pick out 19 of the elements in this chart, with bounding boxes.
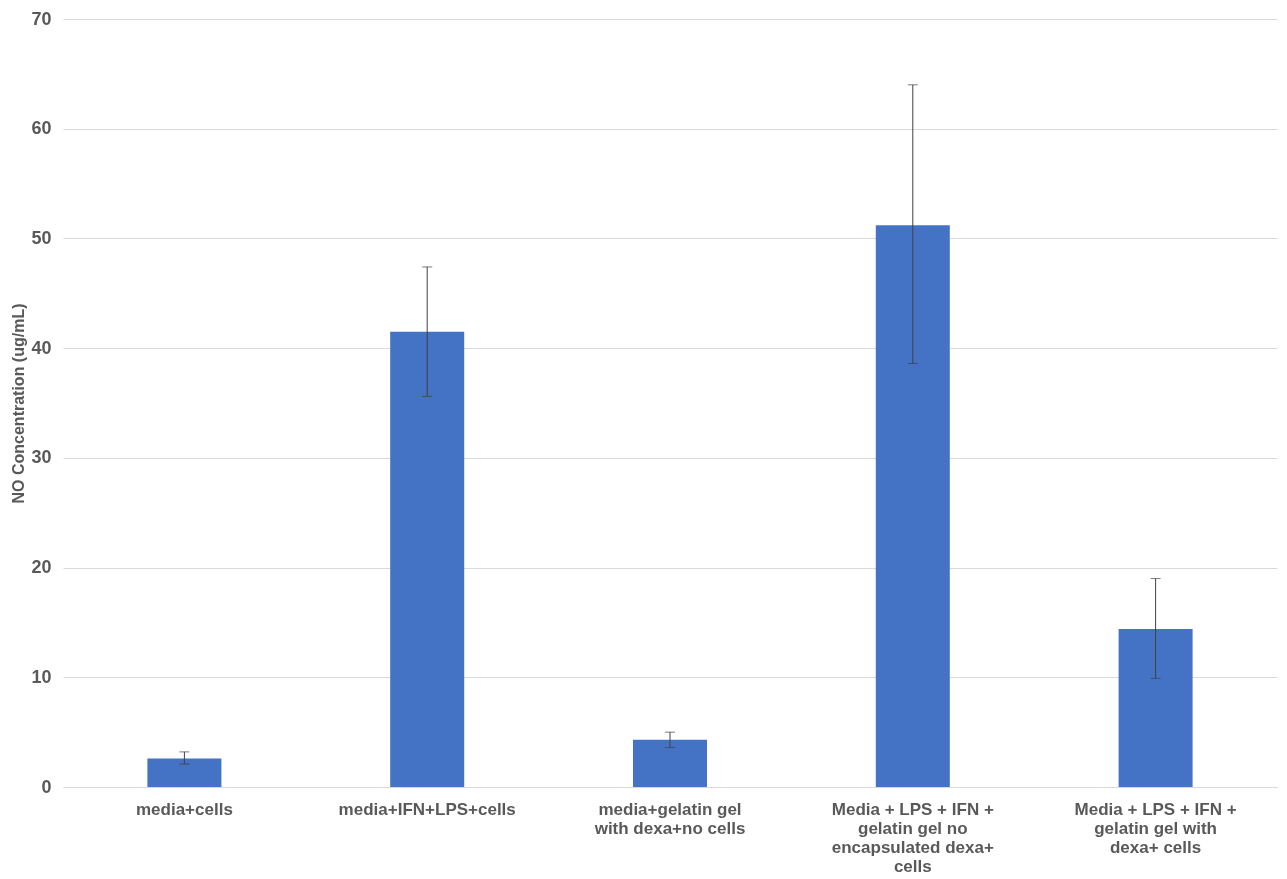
x-tick-label: media+gelatin gel with dexa+no cells bbox=[593, 799, 746, 838]
bar bbox=[147, 758, 222, 787]
y-tick-label: 0 bbox=[41, 776, 52, 797]
y-tick-label: 70 bbox=[31, 8, 52, 29]
y-tick-label: 10 bbox=[31, 666, 52, 687]
x-tick-label: media+IFN+LPS+cells bbox=[338, 799, 516, 819]
y-tick-label: 40 bbox=[31, 337, 52, 358]
bar bbox=[1118, 629, 1193, 787]
y-tick-label: 60 bbox=[31, 118, 52, 139]
x-tick-label: media+cells bbox=[135, 799, 233, 819]
y-axis-title: NO Concentration (ug/mL) bbox=[10, 303, 28, 504]
y-tick-label: 30 bbox=[31, 447, 52, 468]
bar bbox=[875, 225, 950, 787]
y-tick-label: 20 bbox=[31, 557, 52, 578]
bar bbox=[633, 739, 707, 787]
bar bbox=[390, 331, 465, 787]
y-tick-label: 50 bbox=[31, 227, 52, 248]
x-tick-label: Media + LPS + IFN + gelatin gel with dexa+ cells bbox=[1074, 799, 1237, 857]
x-tick-label: Media + LPS + IFN + gelatin gel no encapsulated dexa+ cells bbox=[831, 799, 994, 876]
